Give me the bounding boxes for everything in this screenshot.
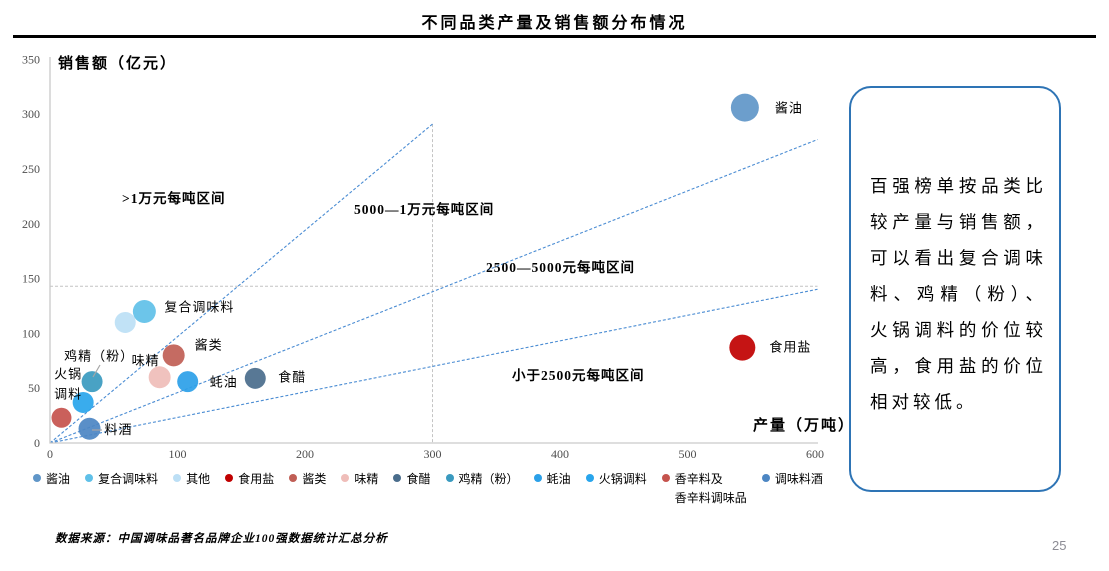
y-tick-label: 150 [22,272,40,286]
page-number: 25 [1052,538,1067,553]
y-tick-label: 50 [28,381,40,395]
legend-item: 其他 [173,470,210,489]
legend-label: 食用盐 [238,472,275,486]
bubble-label-火锅调料: 火锅调料 [54,366,82,401]
legend-dot-icon [533,474,542,482]
bubble-label-酱类: 酱类 [195,337,223,352]
legend-item: 复合调味料 [85,470,158,489]
bubble-鸡精（粉） [81,371,103,393]
bubble-label-食用盐: 食用盐 [769,340,811,355]
legend-item: 香辛料及 香辛料调味品 [661,470,747,507]
x-tick-label: 500 [679,447,697,461]
y-tick-label: 250 [22,162,40,176]
legend-label: 酱类 [302,472,327,486]
region-label-1: 5000—1万元每吨区间 [354,201,494,217]
legend-label: 味精 [354,472,379,486]
x-tick-label: 400 [551,447,569,461]
legend-label: 蚝油 [546,472,571,486]
annotation-box: 百强榜单按品类比较产量与销售额，可以看出复合调味料、鸡精（粉）、火锅调料的价位较… [849,86,1061,492]
legend-dot-icon [33,474,41,482]
legend-label: 其他 [186,472,211,486]
legend-dot-icon [393,474,402,482]
legend-item: 鸡精（粉） [445,470,519,489]
legend-label: 酱油 [46,472,71,486]
region-label-2: 2500—5000元每吨区间 [486,259,635,275]
bubble-香辛料及香辛料调味品 [51,407,72,428]
bubble-食用盐 [729,334,756,361]
x-axis-title: 产量（万吨） [753,416,845,434]
legend-item: 味精 [341,470,378,489]
legend-item: 酱油 [33,470,70,489]
legend-dot-icon [445,474,454,482]
bubble-label-鸡精（粉）: 鸡精（粉） [64,349,134,364]
price-boundary-line-2 [49,288,818,444]
bubble-蚝油 [177,371,199,393]
region-label-3: 小于2500元每吨区间 [512,367,645,383]
leader-line-鸡精（粉） [92,364,101,378]
bubble-火锅调料 [72,391,94,413]
y-axis-title: 销售额（亿元） [58,54,177,72]
bubble-食醋 [244,367,266,389]
y-tick-label: 200 [22,217,40,231]
legend-dot-icon [173,474,182,482]
bubble-label-食醋: 食醋 [278,369,306,384]
legend-label: 鸡精（粉） [458,472,519,486]
bubble-酱油 [730,93,759,122]
legend-label: 食醋 [406,472,431,486]
legend-item: 蚝油 [533,470,571,489]
title-divider [13,35,1096,38]
bubble-label-调味料酒: 料酒 [105,422,133,437]
legend-item: 食用盐 [225,470,274,489]
legend-item: 食醋 [393,470,430,489]
legend-label: 调味料酒 [774,472,823,486]
bubble-label-复合调味料: 复合调味料 [164,299,234,314]
bubble-chart: 0 50 100 150 200 250 300 350 0 100 200 300 400 500 600… [22,52,845,461]
x-tick-label: 600 [806,447,824,461]
legend-item: 调味料酒 [761,470,823,489]
legend-dot-icon [661,474,670,482]
bubble-味精 [148,366,171,389]
bubble-label-蚝油: 蚝油 [210,375,238,390]
bubble-label-味精: 味精 [132,353,160,368]
bubble-调味料酒 [78,417,101,440]
source-note: 数据来源：中国调味品著名品牌企业100强数据统计汇总分析 [55,533,388,545]
legend-item: 火锅调料 [585,470,647,489]
y-tick-label: 0 [34,436,40,450]
price-boundary-line-0 [49,123,433,444]
legend-dot-icon [225,474,234,482]
x-tick-label: 300 [424,447,442,461]
legend-label: 香辛料及 香辛料调味品 [674,472,747,505]
axis-lines [49,57,818,444]
legend-dot-icon [289,474,298,482]
x-tick-label: 0 [47,447,53,461]
legend-label: 火锅调料 [598,472,647,486]
x-tick-label: 200 [296,447,314,461]
legend-item: 酱类 [289,470,326,489]
page-title: 不同品类产量及销售额分布情况 [421,15,688,32]
y-tick-label: 100 [22,326,40,340]
legend-dot-icon [761,474,770,482]
y-tick-label: 350 [22,52,40,66]
price-boundary-line-1 [49,138,818,444]
annotation-text: 百强榜单按品类比较产量与销售额，可以看出复合调味料、鸡精（粉）、火锅调料的价位较… [870,176,1047,413]
region-label-0: >1万元每吨区间 [122,190,225,206]
bubble-其他 [114,311,136,333]
legend-label: 复合调味料 [98,472,159,486]
chart-legend: 酱油 复合调味料 其他 食用盐 酱类 味精 食醋 鸡精（粉） 蚝油 火锅调料 香辛料及 香辛料调味品… [33,470,823,507]
bubble-复合调味料 [132,299,156,323]
legend-dot-icon [341,474,350,482]
y-tick-label: 300 [22,107,40,121]
legend-dot-icon [85,474,94,482]
legend-dot-icon [585,474,594,482]
x-tick-label: 100 [169,447,187,461]
bubble-酱类 [162,344,185,367]
bubble-label-酱油: 酱油 [775,101,803,116]
